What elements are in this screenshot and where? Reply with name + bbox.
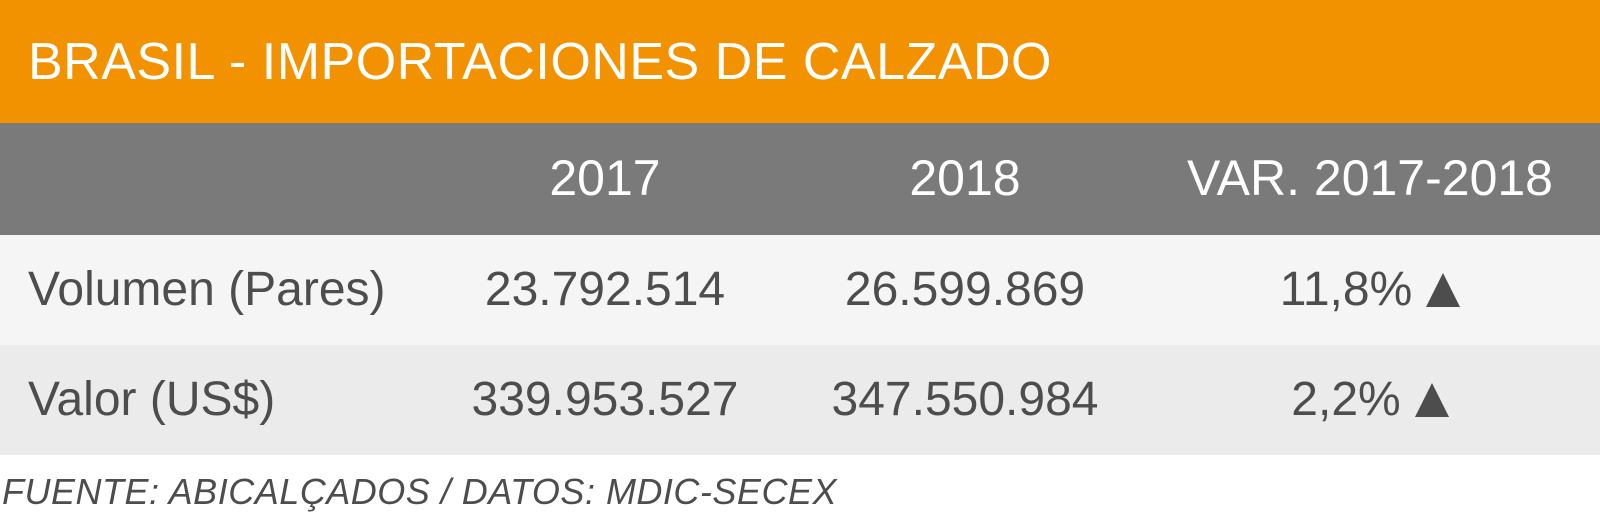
title-bar: BRASIL - IMPORTACIONES DE CALZADO bbox=[0, 0, 1600, 123]
up-arrow-icon bbox=[1426, 273, 1461, 307]
up-arrow-icon bbox=[1414, 383, 1449, 417]
column-header-variation: VAR. 2017-2018 bbox=[1187, 150, 1553, 206]
table-title: BRASIL - IMPORTACIONES DE CALZADO bbox=[28, 33, 1052, 91]
volume-2017-cell: 23.792.514 bbox=[484, 263, 726, 316]
value-2018-cell: 347.550.984 bbox=[831, 373, 1099, 426]
value-variation-value: 2,2% bbox=[1291, 373, 1401, 426]
source-note: FUENTE: ABICALÇADOS / DATOS: MDIC-SECEX bbox=[2, 471, 837, 512]
volume-variation-value: 11,8% bbox=[1279, 263, 1413, 316]
row-label-volume: Volumen (Pares) bbox=[28, 263, 386, 316]
column-header-2018: 2018 bbox=[909, 150, 1021, 206]
table-row-value: Valor (US$) 339.953.527 347.550.984 2,2% bbox=[0, 345, 1600, 455]
value-2017-cell: 339.953.527 bbox=[471, 373, 739, 426]
volume-variation-cell: 11,8% bbox=[1180, 259, 1560, 321]
value-variation-cell: 2,2% bbox=[1180, 369, 1560, 431]
column-header-2017: 2017 bbox=[549, 150, 661, 206]
volume-2018-cell: 26.599.869 bbox=[844, 263, 1086, 316]
row-label-value: Valor (US$) bbox=[28, 373, 276, 426]
table-row-volume: Volumen (Pares) 23.792.514 26.599.869 11… bbox=[0, 235, 1600, 345]
table-header-row: 2017 2018 VAR. 2017-2018 bbox=[0, 123, 1600, 235]
